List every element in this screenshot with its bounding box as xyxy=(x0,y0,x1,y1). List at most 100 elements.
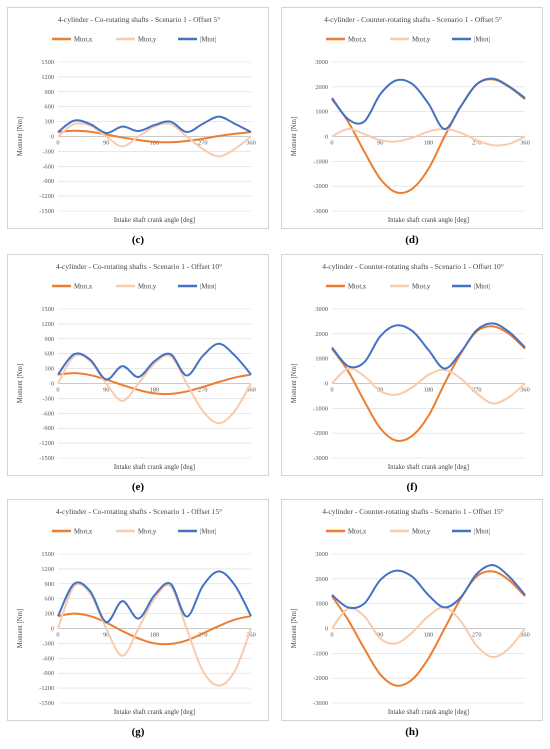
y-tick-label: 0 xyxy=(51,134,54,141)
x-axis-label: Intake shaft crank angle [deg] xyxy=(114,464,195,471)
chart-panel-h: 4-cylinder - Counter-rotating shafts - S… xyxy=(281,499,543,721)
x-axis-label: Intake shaft crank angle [deg] xyxy=(388,709,469,716)
x-axis-label: Intake shaft crank angle [deg] xyxy=(388,464,469,471)
legend-label: Mtot,x xyxy=(348,36,367,43)
legend-label: Mtot,y xyxy=(412,283,431,290)
series-line xyxy=(331,128,526,147)
figure-caption: (d) xyxy=(405,234,419,246)
x-tick-label: 270 xyxy=(198,140,207,147)
y-tick-label: -300 xyxy=(42,148,54,155)
y-tick-label: -1200 xyxy=(39,193,54,200)
chart-title: 4-cylinder - Counter-rotating shafts - S… xyxy=(324,15,502,24)
series-line xyxy=(57,129,252,144)
series-line xyxy=(331,77,526,131)
y-tick-label: 900 xyxy=(45,89,54,96)
legend-label: Mtot,x xyxy=(74,36,93,43)
y-tick-label: 1500 xyxy=(41,551,54,558)
y-tick-label: 2000 xyxy=(315,576,328,583)
figure-caption: (h) xyxy=(405,726,419,738)
line-chart-svg: 4-cylinder - Co-rotating shafts - Scenar… xyxy=(17,507,256,716)
y-tick-label: -1000 xyxy=(313,158,328,165)
y-tick-label: -1500 xyxy=(39,455,54,462)
figure-caption: (e) xyxy=(131,481,145,493)
y-tick-label: 600 xyxy=(45,104,54,111)
legend-label: |Mtot| xyxy=(200,36,216,43)
x-tick-label: 360 xyxy=(246,140,255,147)
series-line xyxy=(57,122,252,158)
x-tick-label: 180 xyxy=(424,632,433,639)
y-tick-label: 1200 xyxy=(41,566,54,573)
x-tick-label: 90 xyxy=(377,632,383,639)
legend-label: Mtot,x xyxy=(348,283,367,290)
legend-label: |Mtot| xyxy=(200,528,216,535)
y-tick-label: -3000 xyxy=(313,700,328,707)
y-tick-label: -2000 xyxy=(313,675,328,682)
chart-title: 4-cylinder - Counter-rotating shafts - S… xyxy=(322,262,504,271)
series-line xyxy=(331,367,526,405)
x-tick-label: 90 xyxy=(103,140,109,147)
x-tick-label: 360 xyxy=(246,632,255,639)
y-tick-label: 0 xyxy=(51,626,54,633)
x-tick-label: 180 xyxy=(424,387,433,394)
legend-label: Mtot,y xyxy=(138,283,157,290)
legend-label: |Mtot| xyxy=(474,528,490,535)
y-tick-label: -2000 xyxy=(313,430,328,437)
line-chart-svg: 4-cylinder - Co-rotating shafts - Scenar… xyxy=(17,262,256,471)
x-tick-label: 0 xyxy=(56,632,59,639)
figure-caption: (f) xyxy=(406,481,418,493)
series-line xyxy=(331,570,526,687)
figure-caption: (g) xyxy=(131,726,145,738)
y-tick-label: 3000 xyxy=(315,306,328,313)
chart-title: 4-cylinder - Co-rotating shafts - Scenar… xyxy=(58,15,221,24)
y-tick-label: -1000 xyxy=(313,405,328,412)
x-tick-label: 180 xyxy=(150,140,159,147)
series-line xyxy=(57,612,252,646)
y-tick-label: 3000 xyxy=(315,551,328,558)
legend-label: Mtot,y xyxy=(412,528,431,535)
series-line xyxy=(57,570,252,624)
y-tick-label: -900 xyxy=(42,178,54,185)
figure-caption: (c) xyxy=(131,234,145,246)
x-tick-label: 180 xyxy=(424,140,433,147)
y-tick-label: 900 xyxy=(45,581,54,588)
y-tick-label: -1200 xyxy=(39,685,54,692)
y-tick-label: -600 xyxy=(42,163,54,170)
series-line xyxy=(331,606,526,659)
x-tick-label: 0 xyxy=(330,140,333,147)
y-tick-label: 300 xyxy=(45,366,54,373)
x-axis-label: Intake shaft crank angle [deg] xyxy=(388,217,469,224)
x-tick-label: 90 xyxy=(103,387,109,394)
series-line xyxy=(57,372,252,396)
chart-panel-g: 4-cylinder - Co-rotating shafts - Scenar… xyxy=(7,499,269,721)
series-line xyxy=(331,564,526,610)
x-tick-label: 0 xyxy=(330,632,333,639)
legend-label: Mtot,y xyxy=(138,528,157,535)
series-line xyxy=(57,583,252,687)
legend-label: |Mtot| xyxy=(200,283,216,290)
legend-label: |Mtot| xyxy=(474,36,490,43)
line-chart-svg: 4-cylinder - Co-rotating shafts - Scenar… xyxy=(17,15,256,224)
y-axis-label: Moment [Nm] xyxy=(17,364,24,403)
x-tick-label: 90 xyxy=(103,632,109,639)
y-tick-label: -600 xyxy=(42,655,54,662)
legend-label: Mtot,x xyxy=(348,528,367,535)
chart-panel-f: 4-cylinder - Counter-rotating shafts - S… xyxy=(281,254,543,476)
line-chart-svg: 4-cylinder - Counter-rotating shafts - S… xyxy=(291,15,530,224)
y-axis-label: Moment [Nm] xyxy=(17,609,24,648)
x-tick-label: 360 xyxy=(520,140,529,147)
legend-label: Mtot,x xyxy=(74,528,93,535)
series-line xyxy=(57,115,252,135)
y-tick-label: 0 xyxy=(51,381,54,388)
y-tick-label: 300 xyxy=(45,119,54,126)
y-tick-label: -2000 xyxy=(313,183,328,190)
chart-panel-d: 4-cylinder - Counter-rotating shafts - S… xyxy=(281,7,543,229)
x-tick-label: 90 xyxy=(377,140,383,147)
x-tick-label: 180 xyxy=(150,387,159,394)
y-tick-label: 600 xyxy=(45,351,54,358)
y-axis-label: Moment [Nm] xyxy=(17,117,24,156)
y-tick-label: 2000 xyxy=(315,84,328,91)
line-chart-svg: 4-cylinder - Counter-rotating shafts - S… xyxy=(291,507,530,716)
y-axis-label: Moment [Nm] xyxy=(291,117,298,156)
legend-label: Mtot,x xyxy=(74,283,93,290)
chart-panel-c: 4-cylinder - Co-rotating shafts - Scenar… xyxy=(7,7,269,229)
